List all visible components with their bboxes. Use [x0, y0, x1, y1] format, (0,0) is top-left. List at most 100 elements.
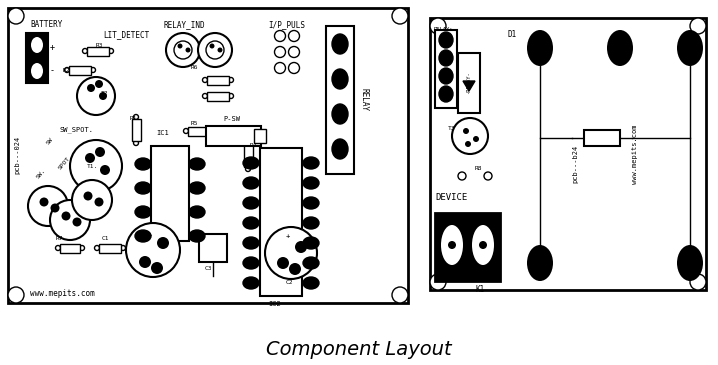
Ellipse shape [31, 63, 43, 79]
Text: RELAY+: RELAY+ [434, 27, 454, 32]
Text: www.mepits.com: www.mepits.com [30, 289, 95, 298]
Circle shape [166, 33, 200, 67]
Circle shape [690, 18, 706, 34]
Circle shape [77, 77, 115, 115]
Text: C3: C3 [205, 266, 213, 271]
Text: www.mepits.com: www.mepits.com [632, 124, 638, 184]
Circle shape [484, 172, 492, 180]
Bar [207, 76, 229, 85]
Ellipse shape [677, 30, 703, 66]
Bar [26, 33, 48, 83]
Circle shape [73, 218, 82, 227]
Text: SPOT: SPOT [58, 156, 72, 171]
Circle shape [95, 246, 100, 250]
Text: D1: D1 [508, 30, 517, 39]
Circle shape [8, 287, 24, 303]
Text: LIT_DETECT: LIT_DETECT [103, 30, 149, 39]
Circle shape [95, 80, 103, 88]
Circle shape [274, 31, 286, 42]
Bar [60, 244, 80, 253]
Circle shape [87, 84, 95, 92]
Ellipse shape [189, 230, 205, 242]
Ellipse shape [243, 197, 259, 209]
Ellipse shape [439, 32, 453, 48]
Circle shape [134, 115, 139, 119]
Text: R8: R8 [475, 166, 482, 171]
Circle shape [108, 49, 113, 54]
Ellipse shape [472, 225, 494, 265]
Ellipse shape [439, 50, 453, 66]
Text: R3: R3 [96, 43, 103, 48]
Circle shape [208, 128, 213, 134]
Text: R4: R4 [250, 143, 258, 148]
Circle shape [55, 246, 60, 250]
Text: C2: C2 [286, 280, 294, 285]
Ellipse shape [303, 237, 319, 249]
Text: RELAY: RELAY [359, 88, 368, 112]
Bar [458, 53, 480, 113]
Ellipse shape [527, 30, 553, 66]
Circle shape [690, 274, 706, 290]
Circle shape [177, 43, 182, 49]
Circle shape [50, 204, 60, 212]
Bar [188, 127, 208, 136]
Text: SW_SPOT.: SW_SPOT. [60, 126, 94, 132]
Ellipse shape [135, 182, 151, 194]
Text: K1: K1 [475, 285, 484, 294]
Ellipse shape [243, 177, 259, 189]
Circle shape [452, 118, 488, 154]
Text: pcb---024: pcb---024 [14, 136, 20, 174]
Circle shape [246, 166, 251, 172]
Bar [99, 244, 121, 253]
Ellipse shape [332, 34, 348, 54]
Circle shape [210, 43, 215, 49]
Text: T3: T3 [448, 126, 455, 131]
Circle shape [206, 41, 224, 59]
Circle shape [392, 287, 408, 303]
Ellipse shape [332, 104, 348, 124]
Bar [584, 130, 620, 146]
Ellipse shape [31, 37, 43, 53]
Circle shape [70, 140, 122, 192]
Circle shape [228, 93, 233, 99]
Ellipse shape [243, 157, 259, 169]
Circle shape [185, 47, 190, 53]
Circle shape [202, 93, 208, 99]
Text: IC2: IC2 [268, 301, 281, 307]
Ellipse shape [303, 197, 319, 209]
Text: C1: C1 [102, 236, 110, 241]
Text: R2: R2 [63, 68, 70, 73]
Bar [206, 126, 261, 146]
Circle shape [277, 257, 289, 269]
Bar [435, 30, 457, 108]
Circle shape [28, 186, 68, 226]
Ellipse shape [243, 257, 259, 269]
Text: pcb---b24: pcb---b24 [572, 145, 578, 183]
Ellipse shape [439, 86, 453, 102]
Circle shape [99, 92, 107, 100]
Circle shape [430, 274, 446, 290]
Circle shape [174, 41, 192, 59]
Ellipse shape [243, 217, 259, 229]
Ellipse shape [135, 158, 151, 170]
Text: T1.: T1. [86, 164, 98, 169]
Ellipse shape [303, 217, 319, 229]
Circle shape [83, 49, 88, 54]
Circle shape [265, 227, 317, 279]
Bar [244, 139, 253, 167]
Ellipse shape [677, 245, 703, 281]
Bar [435, 267, 500, 281]
Circle shape [218, 47, 223, 53]
Bar [260, 148, 302, 296]
Circle shape [95, 197, 103, 207]
Circle shape [184, 128, 189, 134]
Circle shape [85, 153, 95, 163]
Circle shape [90, 68, 95, 73]
Circle shape [72, 180, 112, 220]
Circle shape [295, 241, 307, 253]
Circle shape [62, 211, 70, 220]
Circle shape [458, 172, 466, 180]
Text: RELAY_IND: RELAY_IND [163, 20, 205, 29]
Bar [8, 8, 408, 303]
Circle shape [465, 141, 471, 147]
